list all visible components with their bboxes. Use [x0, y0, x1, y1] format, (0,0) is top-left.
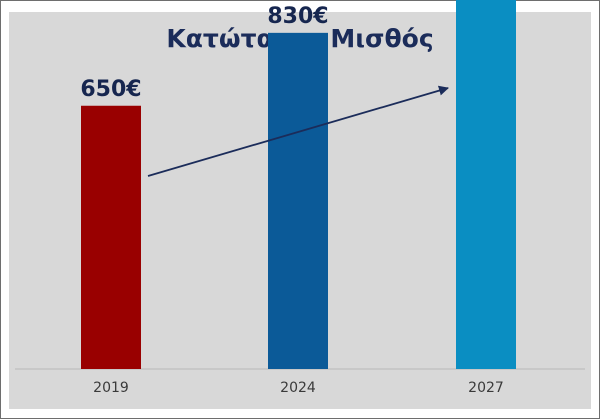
- data-label-2024: 830€: [267, 4, 328, 29]
- bars-layer: [81, 0, 516, 369]
- labels-layer: 650€830€950€: [80, 4, 328, 102]
- bar-2024: [268, 32, 328, 369]
- x-tick-2027: 2027: [468, 380, 504, 396]
- bar-2027: [456, 0, 516, 369]
- trend-arrow: [147, 85, 449, 177]
- bar-2019: [81, 105, 141, 369]
- x-tick-2024: 2024: [280, 380, 316, 396]
- x-tick-2019: 2019: [93, 380, 129, 396]
- data-label-2019: 650€: [80, 77, 141, 102]
- ticks-layer: 2019 2024 2027: [93, 380, 504, 396]
